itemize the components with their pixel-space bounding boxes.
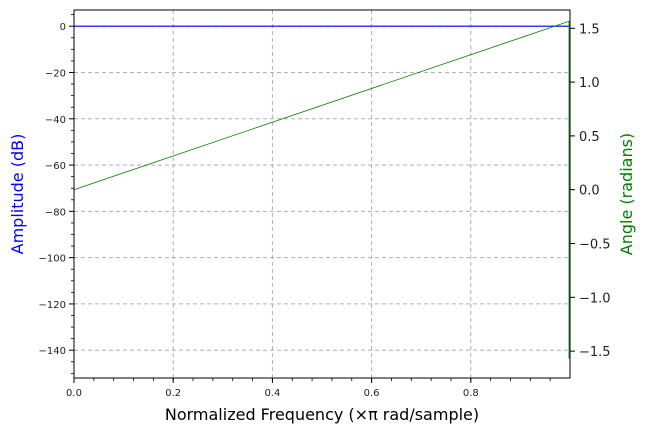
y-axis-right-label: Angle (radians) [617, 133, 636, 255]
y-axis-left-label: Amplitude (dB) [8, 134, 27, 255]
y-right-tick-label: 1.5 [579, 22, 600, 37]
x-tick-label: 0.0 [66, 388, 82, 399]
plot-area [74, 10, 570, 378]
plot-frame [73, 9, 571, 379]
y-left-tick-label: −60 [45, 161, 66, 172]
x-axis-label: Normalized Frequency (×π rad/sample) [165, 405, 479, 424]
x-tick-label: 0.8 [463, 388, 479, 399]
y-left-tick-label: −100 [39, 254, 66, 265]
phase-series-line [73, 20, 570, 359]
y-right-tick-label: −1.0 [579, 291, 611, 306]
axis-ticks: 0.0 0.2 0.4 0.6 0.8 0 −20 −40 −60 −80 −100 −120 −140… [39, 14, 611, 399]
y-left-tick-label: −140 [39, 346, 66, 357]
y-right-tick-label: −1.5 [579, 345, 611, 360]
y-right-tick-label: 0.5 [579, 130, 600, 145]
y-left-tick-label: −120 [39, 300, 66, 311]
y-left-tick-label: −20 [45, 68, 66, 79]
y-left-tick-label: −40 [45, 115, 66, 126]
y-left-tick-label: 0 [60, 22, 66, 33]
x-tick-label: 0.6 [364, 388, 380, 399]
y-right-tick-label: 0.0 [579, 184, 600, 199]
x-tick-label: 0.4 [264, 388, 280, 399]
y-right-tick-label: −0.5 [579, 237, 611, 252]
series-lines [73, 20, 570, 359]
grid-lines [74, 10, 570, 378]
x-tick-label: 0.2 [165, 388, 181, 399]
y-right-tick-label: 1.0 [579, 76, 600, 91]
y-left-tick-label: −80 [45, 207, 66, 218]
